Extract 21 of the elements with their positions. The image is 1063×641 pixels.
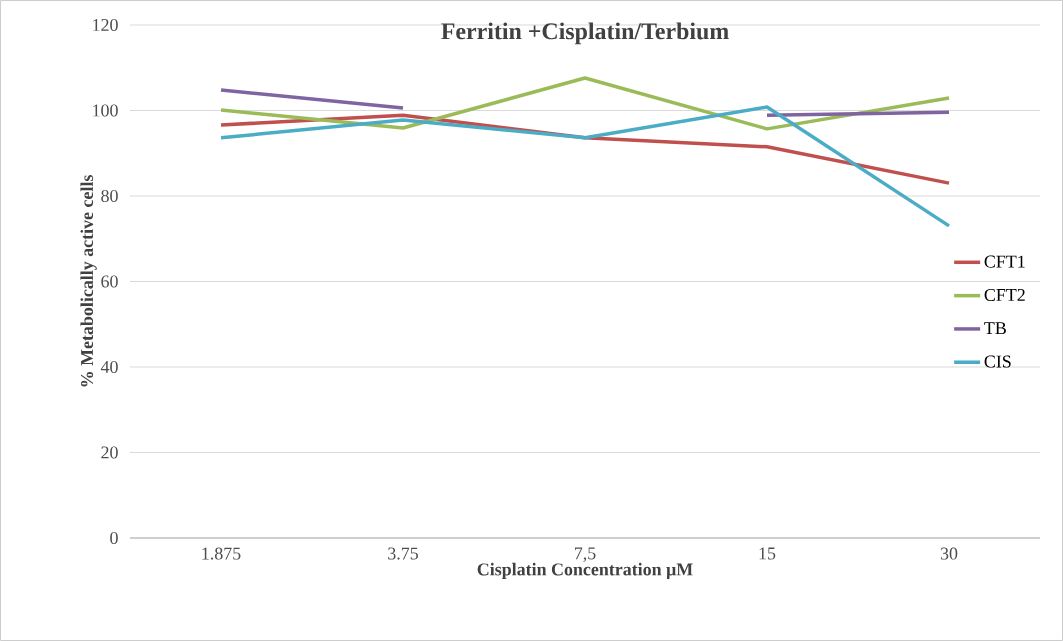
legend-label: CFT2	[984, 288, 1025, 302]
line-series	[219, 105, 951, 228]
legend-label: CFT1	[984, 255, 1025, 268]
x-tick-label: 7,5	[574, 547, 596, 563]
y-tick-label: 120	[93, 18, 118, 32]
legend-label: CIS	[984, 355, 1011, 368]
x-tick-label: 3.75	[388, 547, 418, 560]
chart-title: Ferritin +Cisplatin/Terbium	[441, 22, 729, 45]
x-tick-label: 15	[759, 547, 776, 560]
line-series	[219, 76, 951, 131]
y-tick-label: 20	[101, 446, 118, 459]
y-tick-label: 100	[93, 104, 118, 117]
x-tick-label: 1.875	[202, 547, 241, 560]
x-tick-label: 30	[940, 547, 958, 560]
y-tick-label: 60	[101, 275, 118, 288]
y-tick-label: 80	[101, 189, 118, 203]
y-axis-title: % Metabolically active cells	[80, 175, 97, 387]
y-tick-label: 40	[100, 360, 118, 374]
y-tick-label: 0	[110, 531, 118, 545]
x-axis-title: Cisplatin Concentration μM	[477, 562, 693, 580]
legend-label: TB	[984, 322, 1006, 335]
